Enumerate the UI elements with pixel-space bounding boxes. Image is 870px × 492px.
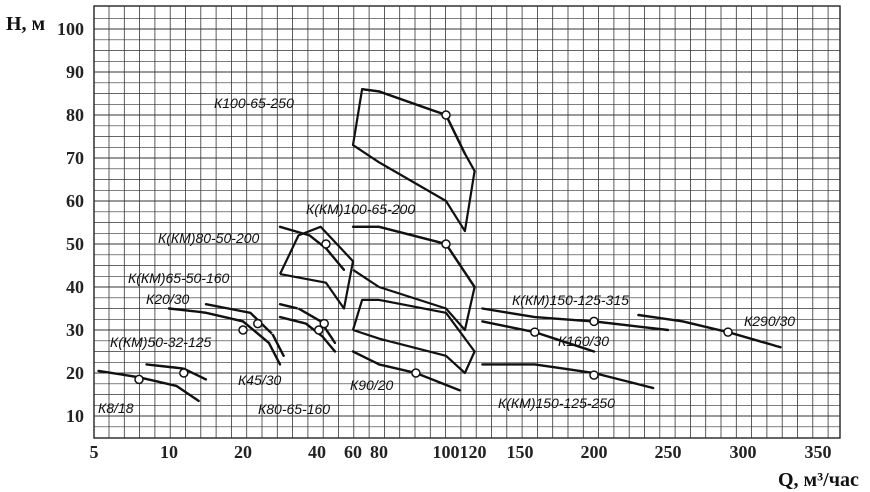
curve-К8/18 <box>97 369 200 403</box>
region-k80-50-200 <box>279 225 355 310</box>
curve-label: К(КМ)150-125-315 <box>512 292 629 308</box>
curve-К(КМ)150-125-315 <box>481 307 670 332</box>
x-tick-label: 120 <box>460 442 487 462</box>
x-tick-label: 300 <box>730 442 757 462</box>
x-tick-label: 20 <box>234 442 252 462</box>
duty-point-marker <box>589 370 599 380</box>
duty-point-marker <box>238 325 248 335</box>
curve-label: К100-65-250 <box>214 95 294 111</box>
y-tick-label: 50 <box>66 234 84 254</box>
y-tick-label: 100 <box>57 19 84 39</box>
x-tick-label: 150 <box>507 442 534 462</box>
y-axis-title: H, м <box>6 13 45 35</box>
x-tick-label: 350 <box>805 442 832 462</box>
grid <box>93 5 841 439</box>
x-tick-label: 60 <box>344 442 362 462</box>
curve-label: К90/20 <box>350 377 393 393</box>
duty-point-marker <box>319 318 329 329</box>
curve-label: К80-65-160 <box>258 401 330 417</box>
duty-point-marker <box>530 327 540 337</box>
curve-К(КМ)80-50-200 <box>278 225 346 272</box>
curve-К45/30 <box>278 303 337 345</box>
y-tick-label: 20 <box>66 363 84 383</box>
curve-label: К(КМ)80-50-200 <box>158 230 260 246</box>
duty-point-marker <box>723 327 733 337</box>
x-tick-label: 100 <box>433 442 460 462</box>
curve-label: К(КМ)50-32-125 <box>110 334 212 350</box>
curve-label: К20/30 <box>146 291 189 307</box>
y-tick-label: 30 <box>66 320 84 340</box>
curve-К(КМ)150-125-250 <box>481 363 655 390</box>
curve-label: К45/30 <box>238 372 281 388</box>
region-k100-65-200-lower <box>351 298 476 375</box>
y-tick-label: 10 <box>66 406 84 426</box>
curve-label: К(КМ)100-65-200 <box>306 201 415 217</box>
x-tick-label: 10 <box>160 442 178 462</box>
curve-К290/30 <box>637 313 782 349</box>
duty-point-marker <box>441 239 451 249</box>
region-k100-65-200-upper <box>352 225 476 332</box>
duty-point-marker <box>179 368 189 378</box>
x-tick-label: 80 <box>370 442 388 462</box>
curve-К90/20 <box>351 350 461 392</box>
duty-point-marker <box>321 239 331 249</box>
duty-point-marker <box>411 368 421 378</box>
curve-label: К8/18 <box>98 400 134 416</box>
x-tick-label: 5 <box>90 442 99 462</box>
y-tick-label: 80 <box>66 105 84 125</box>
curve-label: К(КМ)150-125-250 <box>498 395 615 411</box>
curve-К(КМ)100-65-200 <box>351 225 476 289</box>
curve-labels: К8/18 К(КМ)50-32-125 К20/30 К(КМ)65-50-160 К… <box>98 95 795 417</box>
curve-К100-65-250 <box>360 88 467 155</box>
y-tick-label: 70 <box>66 148 84 168</box>
y-tick-label: 60 <box>66 191 84 211</box>
curve-label: К160/30 <box>558 333 609 349</box>
x-axis-title: Q, м³/час <box>778 469 859 491</box>
plot-frame <box>93 5 841 439</box>
curve-К20/30 <box>167 307 282 366</box>
x-tick-label: 40 <box>308 442 326 462</box>
y-tick-label: 40 <box>66 277 84 297</box>
duty-point-marker <box>253 318 263 329</box>
duty-point-marker <box>134 374 144 385</box>
operating-regions <box>279 88 476 375</box>
pump-curves <box>97 88 782 403</box>
duty-point-marker <box>589 316 599 327</box>
curve-label: К(КМ)65-50-160 <box>128 270 230 286</box>
duty-point-marker <box>441 110 451 120</box>
curve-К(КМ)50-32-125 <box>145 363 208 381</box>
curve-label: К290/30 <box>744 313 795 329</box>
duty-point-marker <box>314 325 324 335</box>
x-tick-label: 250 <box>655 442 682 462</box>
x-tick-label: 200 <box>581 442 608 462</box>
y-tick-label: 90 <box>66 62 84 82</box>
